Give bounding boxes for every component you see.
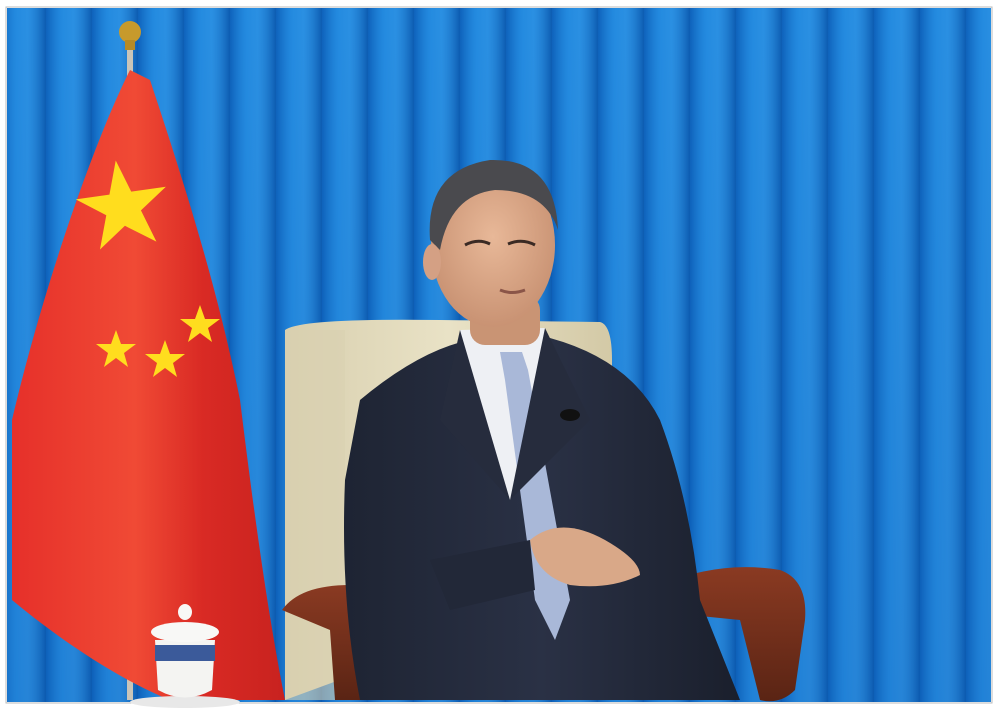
teacup	[130, 604, 240, 708]
person	[344, 159, 740, 700]
flag	[12, 21, 285, 700]
image-frame	[5, 6, 993, 704]
